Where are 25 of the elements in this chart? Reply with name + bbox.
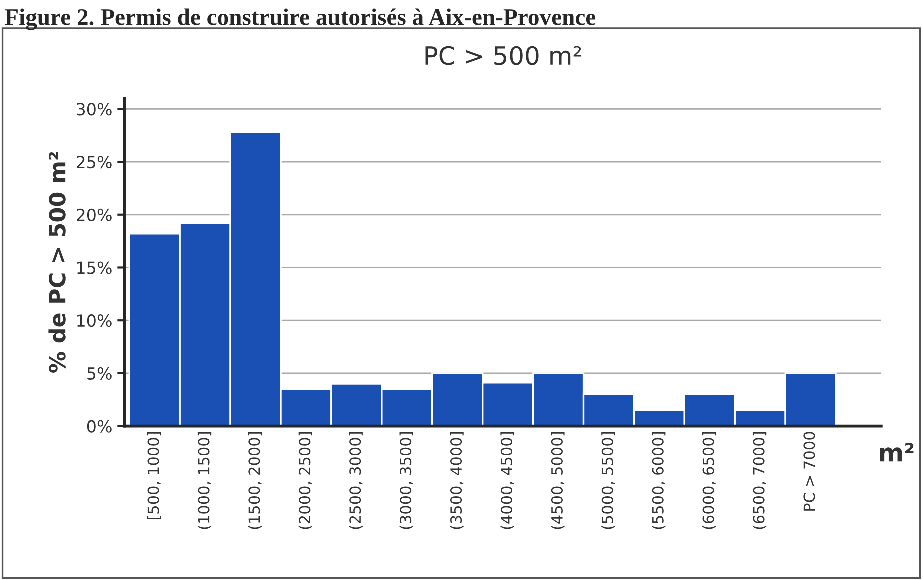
x-tick-label: (5000, 5500] [602, 432, 616, 530]
x-tick-label: (5500, 6000] [652, 432, 666, 530]
x-tick-label: (2000, 2500] [298, 432, 312, 530]
x-tick-label: (2500, 3000] [349, 432, 363, 530]
x-tick-label: (6000, 6500] [702, 432, 716, 530]
x-tick-label: (4000, 4500] [500, 432, 514, 530]
x-tick-label: (3500, 4000] [450, 432, 464, 530]
x-tick-label: (1000, 1500] [198, 432, 212, 530]
x-tick-label: (1500, 2000] [248, 432, 262, 530]
y-tick-label: 20% [76, 208, 112, 222]
x-tick-label: (4500, 5000] [551, 432, 565, 530]
y-tick-label: 0% [87, 420, 112, 433]
x-tick-label: [500, 1000] [147, 432, 162, 520]
x-tick-label: (3000, 3500] [400, 432, 414, 530]
y-tick-label: 30% [77, 103, 112, 116]
y-axis-title: % de PC > 500 m² [48, 152, 66, 373]
x-tick-label: (6500, 7000] [752, 432, 767, 530]
x-tick-label: PC > 7000 [804, 432, 816, 511]
y-tick-label: 25% [76, 156, 112, 169]
y-tick-label: 5% [88, 367, 112, 380]
y-tick-label: 15% [78, 262, 112, 274]
x-axis-title: m² [880, 443, 914, 462]
chart-subtitle: PC > 500 m² [426, 46, 582, 66]
chart-title: Figure 2. Permis de construire autorisés à Aix-en-Provence [5, 8, 596, 30]
y-tick-label: 10% [78, 314, 112, 328]
